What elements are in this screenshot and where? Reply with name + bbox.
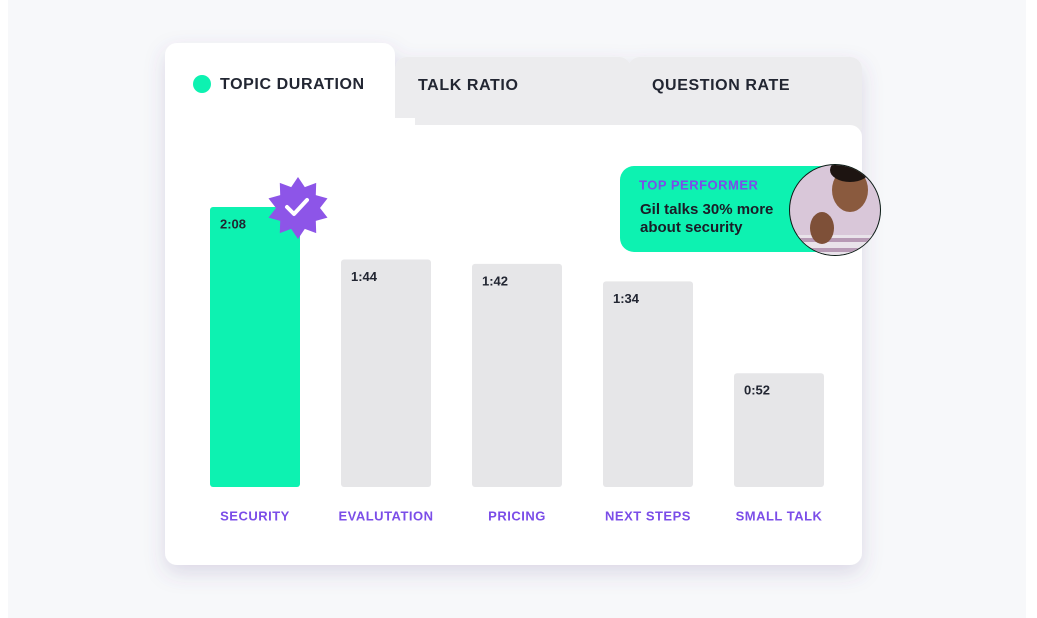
category-label: SMALL TALK: [736, 508, 823, 523]
tab-active[interactable]: [165, 43, 395, 153]
category-label: EVALUTATION: [338, 508, 433, 523]
tab-label[interactable]: TALK RATIO: [418, 77, 519, 94]
badge-check: [285, 198, 309, 216]
value-label: 1:34: [613, 291, 640, 306]
category-label: SECURITY: [220, 508, 290, 523]
bar: [603, 281, 693, 487]
callout-text: about security: [640, 219, 743, 236]
bar: [341, 259, 431, 487]
callout: [620, 166, 850, 252]
category-label: NEXT STEPS: [605, 508, 691, 523]
tab-bg[interactable]: [628, 57, 862, 137]
bar-chart: 2:08 SECURITY 1:44 EVALUTATION 1:42 PRICING 1:…: [210, 207, 824, 523]
callout-text: Gil talks 30% more: [640, 201, 773, 218]
category-label: PRICING: [488, 508, 546, 523]
avatar: [789, 164, 881, 256]
bar: [472, 263, 562, 487]
bar: [734, 373, 824, 487]
value-label: 0:52: [744, 383, 770, 398]
value-label: 2:08: [220, 216, 246, 231]
value-label: 1:44: [351, 269, 378, 284]
tab-bg[interactable]: [395, 57, 631, 137]
bar: [210, 207, 300, 487]
tab-join: [395, 118, 415, 128]
tab-dot: [193, 75, 211, 93]
callout-title: TOP PERFORMER: [639, 177, 759, 192]
tab-label[interactable]: TOPIC DURATION: [220, 76, 365, 93]
tab-label[interactable]: QUESTION RATE: [652, 77, 790, 94]
value-label: 1:42: [482, 273, 508, 288]
